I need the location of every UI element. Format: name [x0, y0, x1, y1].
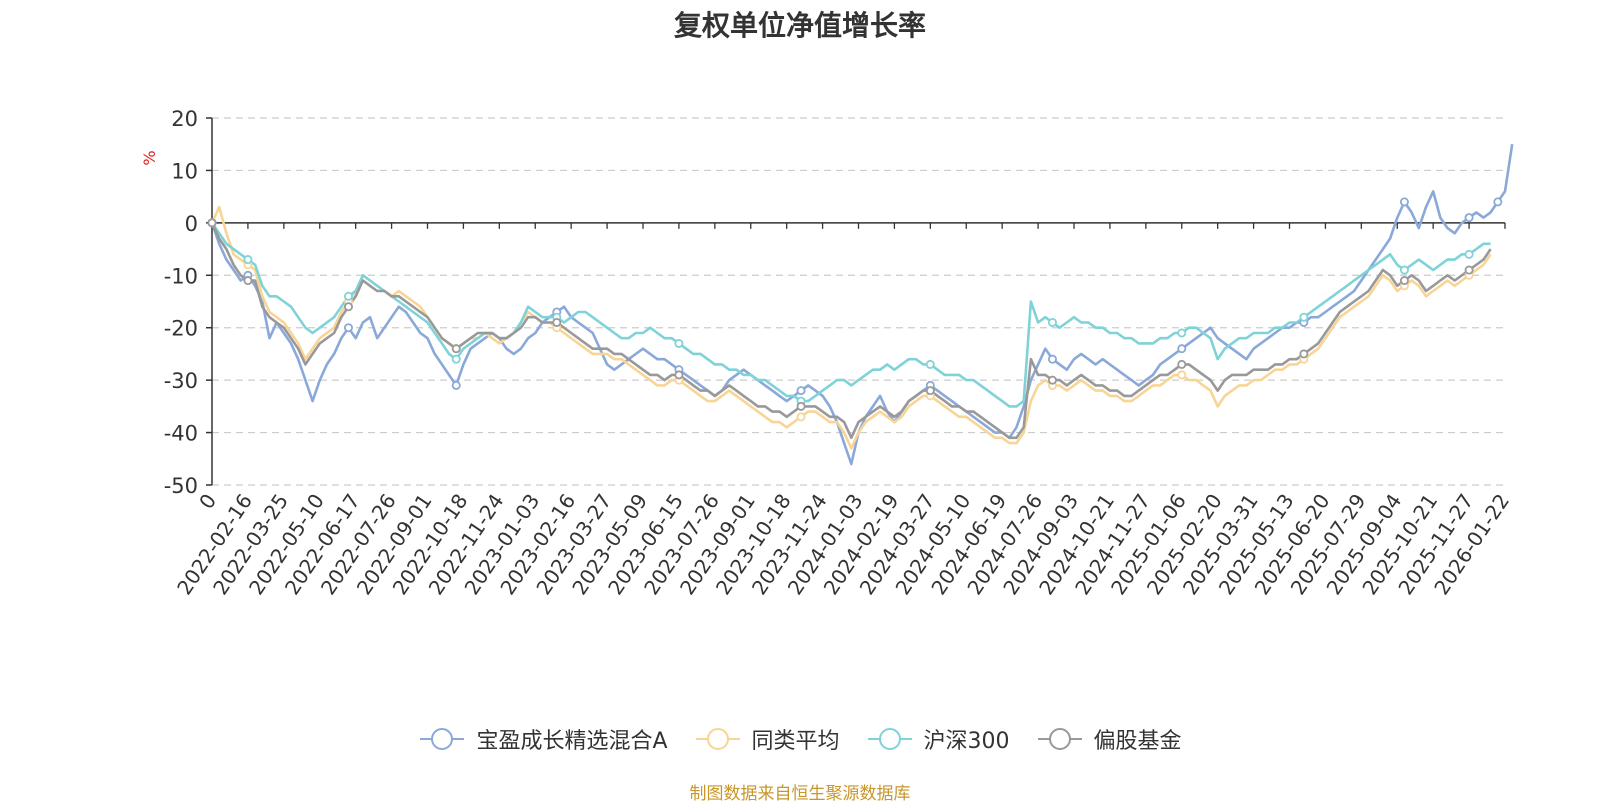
series-point: [343, 323, 353, 333]
y-tick-label: -40: [164, 422, 198, 446]
series-point: [796, 412, 806, 422]
legend-item[interactable]: 同类平均: [694, 723, 840, 755]
series-point: [1047, 375, 1057, 385]
x-tick-label: 0: [194, 489, 221, 513]
x-axis: 02022-02-162022-03-252022-05-102022-06-1…: [172, 222, 1514, 599]
y-axis: 20 10 0 -10 -20 -30 -40 -50%: [140, 107, 213, 498]
series-point: [1464, 213, 1474, 223]
series-point: [1047, 317, 1057, 327]
legend: 宝盈成长精选混合A 同类平均 沪深300 偏股基金: [0, 723, 1600, 755]
legend-label: 同类平均: [751, 729, 840, 754]
legend-symbol-icon: [695, 728, 740, 750]
legend-item[interactable]: 偏股基金: [1036, 723, 1182, 755]
series-point: [552, 317, 562, 327]
legend-label: 沪深300: [923, 729, 1010, 754]
legend-label: 宝盈成长精选混合A: [476, 729, 668, 754]
series-point: [796, 386, 806, 396]
series-lines: [210, 144, 1514, 466]
legend-symbol-icon: [1037, 728, 1082, 750]
y-tick-label: -30: [164, 369, 198, 393]
series-point: [674, 370, 684, 380]
series-point: [1177, 344, 1187, 354]
series-point: [925, 359, 935, 369]
series-point: [796, 401, 806, 411]
chart-title: 复权单位净值增长率: [673, 9, 926, 42]
source-note: 制图数据来自恒生聚源数据库: [689, 784, 911, 804]
series-point: [1399, 265, 1409, 275]
series-point: [451, 380, 461, 390]
legend-label: 偏股基金: [1093, 729, 1182, 754]
y-tick-label: -20: [164, 317, 198, 341]
series-point: [674, 338, 684, 348]
series-point: [925, 386, 935, 396]
y-axis-label: %: [140, 150, 159, 165]
series-point: [1399, 276, 1409, 286]
y-tick-label: 10: [171, 159, 198, 183]
series-point: [451, 354, 461, 364]
series-point: [1464, 249, 1474, 259]
series-line-3: [210, 222, 1492, 440]
legend-symbol-icon: [867, 728, 912, 750]
legend-item[interactable]: 沪深300: [866, 723, 1010, 755]
y-tick-label: 0: [185, 212, 198, 236]
series-point: [1177, 328, 1187, 338]
line-chart: 20 10 0 -10 -20 -30 -40 -50% 02022-02-162022-03…: [140, 107, 1514, 599]
series-point: [343, 302, 353, 312]
y-tick-label: -10: [164, 264, 198, 288]
series-point: [207, 218, 217, 228]
series-line-0: [210, 144, 1514, 466]
series-point: [1177, 359, 1187, 369]
legend-symbol-icon: [420, 728, 465, 750]
series-line-1: [210, 205, 1492, 450]
series-point: [243, 255, 253, 265]
series-point: [1299, 312, 1309, 322]
series-point: [1047, 354, 1057, 364]
y-tick-label: 20: [171, 107, 198, 131]
y-tick-label: -50: [164, 474, 198, 498]
series-point: [343, 291, 353, 301]
series-line-2: [210, 222, 1491, 408]
legend-item[interactable]: 宝盈成长精选混合A: [418, 723, 668, 755]
series-point: [243, 276, 253, 286]
series-markers: [207, 197, 1503, 422]
series-point: [1177, 370, 1187, 380]
series-point: [1464, 265, 1474, 275]
series-point: [1299, 349, 1309, 359]
series-point: [1493, 197, 1503, 207]
series-point: [1399, 197, 1409, 207]
series-point: [451, 344, 461, 354]
